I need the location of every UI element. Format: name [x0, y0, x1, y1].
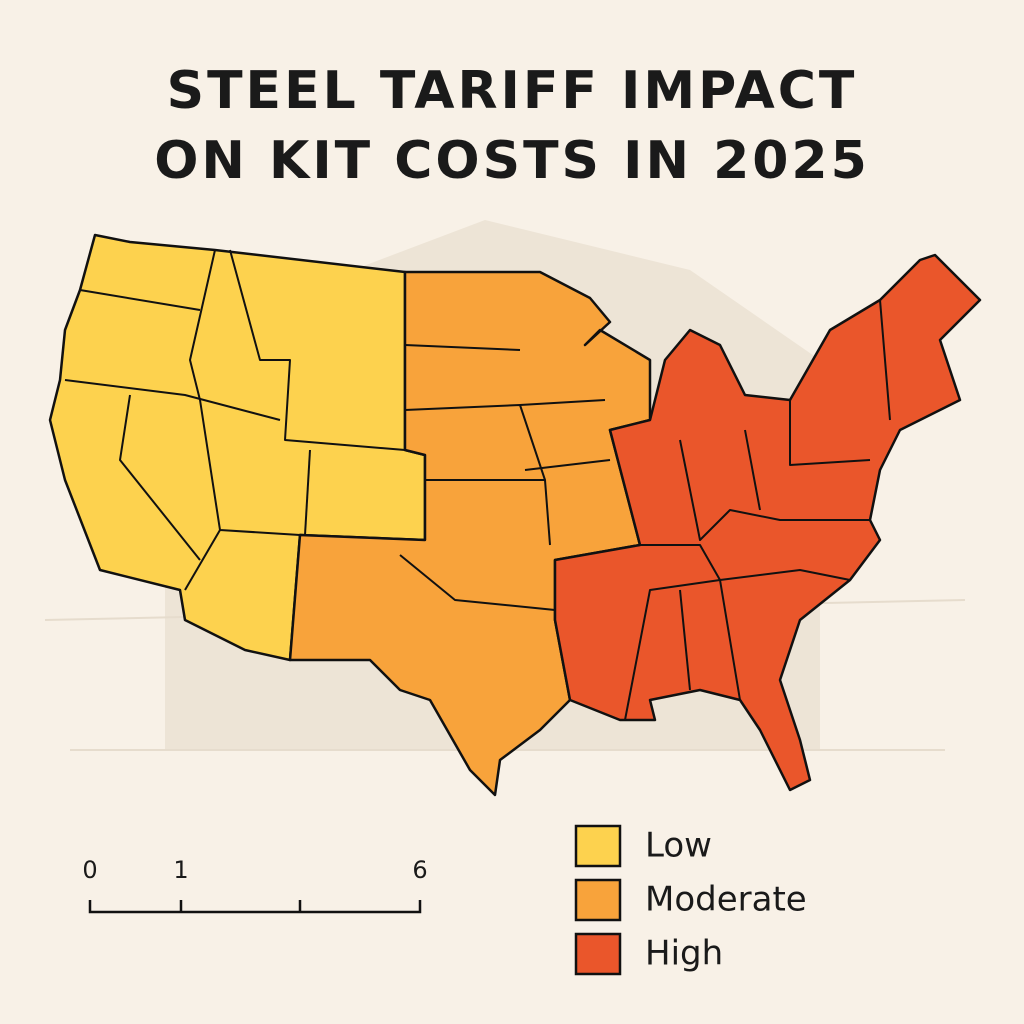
legend-label: Low — [645, 826, 712, 866]
scale-label: 1 — [173, 856, 188, 884]
scale-label: 0 — [82, 856, 97, 884]
scale-label: 6 — [412, 856, 427, 884]
legend-swatch — [574, 824, 622, 868]
legend-swatch — [574, 878, 622, 922]
scale-bar: 0 1 6 — [82, 856, 428, 914]
scale-line — [88, 900, 422, 914]
legend: Low Moderate High — [574, 824, 807, 976]
map-title: STEEL TARIFF IMPACT ON KIT COSTS IN 2025 — [154, 61, 870, 191]
state-borders — [64, 249, 891, 721]
legend-label: Moderate — [645, 880, 807, 920]
legend-swatch — [574, 932, 622, 976]
legend-label: High — [645, 934, 723, 974]
